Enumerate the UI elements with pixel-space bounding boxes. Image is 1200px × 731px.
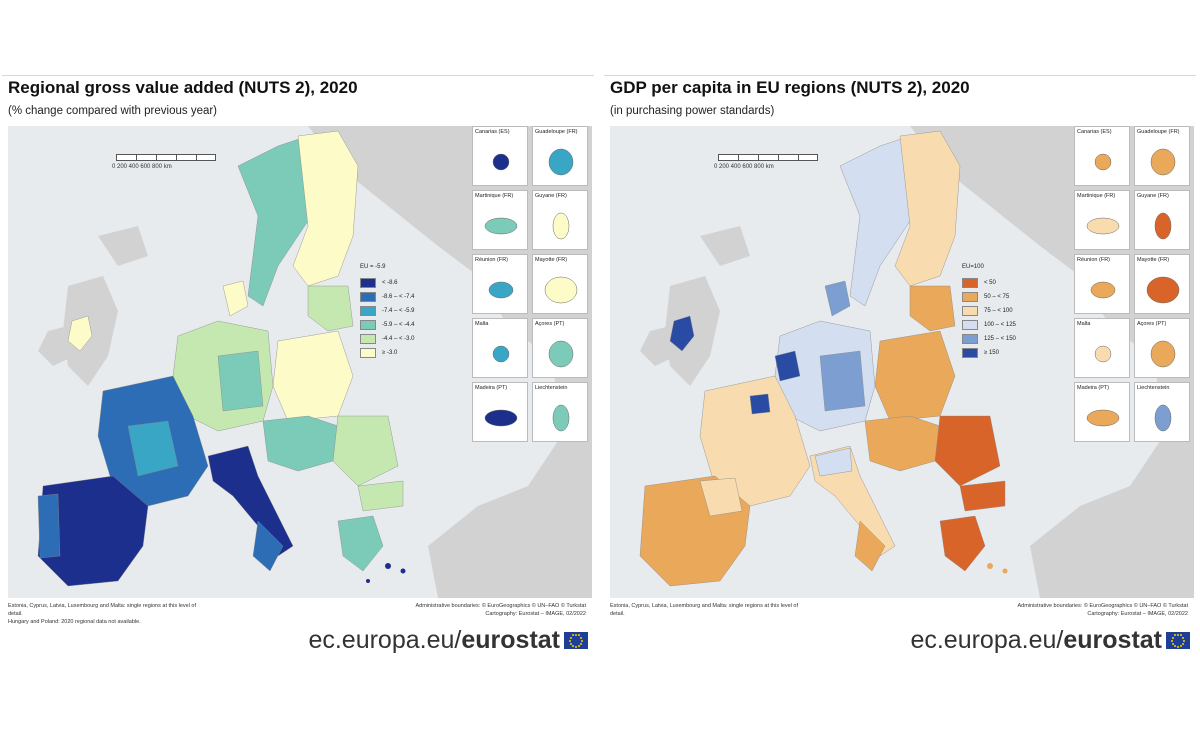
inset-label: Martinique (FR): [475, 193, 514, 199]
inset-map: Réunion (FR): [1074, 254, 1130, 314]
eurostat-brand[interactable]: ec.europa.eu/eurostat: [308, 626, 588, 655]
map-title: GDP per capita in EU regions (NUTS 2), 2…: [610, 78, 970, 97]
scale-bar: 0 200 400 600 800 km: [112, 150, 226, 180]
inset-map: Canarias (ES): [1074, 126, 1130, 186]
gva-map-panel: Regional gross value added (NUTS 2), 202…: [2, 70, 594, 662]
inset-label: Réunion (FR): [1077, 257, 1111, 263]
brand-url: ec.europa.eu/: [308, 626, 462, 654]
legend-item: 50 – < 75: [962, 290, 1042, 304]
legend-swatch: [962, 306, 978, 316]
map-area: 0 200 400 600 800 km EU=100 < 50 50 – < …: [610, 126, 1194, 598]
inset-maps: Canarias (ES) Guadeloupe (FR) Martinique (…: [1074, 126, 1192, 442]
inset-label: Réunion (FR): [475, 257, 509, 263]
footnote: Estonia, Cyprus, Latvia, Luxembourg and …: [8, 603, 197, 625]
legend-item: -5.9 – < -4.4: [360, 318, 440, 332]
inset-map: Liechtenstein: [532, 382, 588, 442]
inset-map: Guadeloupe (FR): [1134, 126, 1190, 186]
map-subtitle: (in purchasing power standards): [610, 105, 775, 117]
legend-swatch: [360, 334, 376, 344]
inset-map: Guadeloupe (FR): [532, 126, 588, 186]
inset-map: Liechtenstein: [1134, 382, 1190, 442]
inset-label: Canarias (ES): [475, 129, 510, 135]
legend-item: < -8.6: [360, 276, 440, 290]
legend-item: ≥ -3.0: [360, 346, 440, 360]
credits: Administrative boundaries: © EuroGeograp…: [415, 603, 586, 617]
inset-label: Açores (PT): [1137, 321, 1167, 327]
inset-map: Madeira (PT): [472, 382, 528, 442]
legend-item: -8.6 – < -7.4: [360, 290, 440, 304]
scale-bar: 0 200 400 600 800 km: [714, 150, 828, 180]
inset-label: Guadeloupe (FR): [535, 129, 578, 135]
inset-label: Liechtenstein: [1137, 385, 1170, 391]
legend-swatch: [962, 320, 978, 330]
legend-item: -4.4 – < -3.0: [360, 332, 440, 346]
gdp-map-panel: GDP per capita in EU regions (NUTS 2), 2…: [604, 70, 1196, 662]
legend-item: -7.4 – < -5.9: [360, 304, 440, 318]
inset-label: Liechtenstein: [535, 385, 568, 391]
legend-title: EU=100: [962, 264, 984, 270]
credits: Administrative boundaries: © EuroGeograp…: [1017, 603, 1188, 617]
legend-item: 125 – < 150: [962, 332, 1042, 346]
inset-label: Malta: [475, 321, 489, 327]
inset-map: Martinique (FR): [472, 190, 528, 250]
inset-label: Mayotte (FR): [535, 257, 568, 263]
map-subtitle: (% change compared with previous year): [8, 105, 218, 117]
legend-item: ≥ 150: [962, 346, 1042, 360]
inset-map: Malta: [472, 318, 528, 378]
inset-label: Canarias (ES): [1077, 129, 1112, 135]
legend-swatch: [360, 278, 376, 288]
map-title: Regional gross value added (NUTS 2), 202…: [8, 78, 358, 97]
inset-label: Guadeloupe (FR): [1137, 129, 1180, 135]
brand-name: eurostat: [461, 626, 560, 654]
inset-map: Malta: [1074, 318, 1130, 378]
inset-map: Madeira (PT): [1074, 382, 1130, 442]
inset-label: Guyane (FR): [535, 193, 567, 199]
inset-map: Canarias (ES): [472, 126, 528, 186]
legend-swatch: [360, 348, 376, 358]
legend-swatch: [962, 348, 978, 358]
legend-title: EU = -5.9: [360, 264, 386, 270]
map-legend: EU = -5.9 < -8.6 -8.6 – < -7.4 -7.4 – < …: [360, 264, 440, 360]
inset-map: Açores (PT): [532, 318, 588, 378]
inset-map: Réunion (FR): [472, 254, 528, 314]
inset-map: Açores (PT): [1134, 318, 1190, 378]
legend-swatch: [962, 278, 978, 288]
divider: [2, 75, 594, 76]
inset-map: Guyane (FR): [532, 190, 588, 250]
inset-map: Martinique (FR): [1074, 190, 1130, 250]
eu-flag-icon: [564, 632, 588, 649]
map-legend: EU=100 < 50 50 – < 75 75 – < 100 100 – <…: [962, 264, 1042, 360]
legend-swatch: [962, 292, 978, 302]
divider: [604, 75, 1196, 76]
legend-item: 100 – < 125: [962, 318, 1042, 332]
map-area: 0 200 400 600 800 km EU = -5.9 < -8.6 -8…: [8, 126, 592, 598]
legend-item: < 50: [962, 276, 1042, 290]
legend-swatch: [962, 334, 978, 344]
footnote: Estonia, Cyprus, Latvia, Luxembourg and …: [610, 603, 799, 617]
inset-map: Guyane (FR): [1134, 190, 1190, 250]
inset-maps: Canarias (ES) Guadeloupe (FR) Martinique (…: [472, 126, 590, 442]
inset-map: Mayotte (FR): [532, 254, 588, 314]
eu-flag-icon: [1166, 632, 1190, 649]
inset-label: Guyane (FR): [1137, 193, 1169, 199]
inset-label: Martinique (FR): [1077, 193, 1116, 199]
inset-label: Mayotte (FR): [1137, 257, 1170, 263]
brand-url: ec.europa.eu/: [910, 626, 1064, 654]
legend-item: 75 – < 100: [962, 304, 1042, 318]
eurostat-brand[interactable]: ec.europa.eu/eurostat: [910, 626, 1190, 655]
inset-map: Mayotte (FR): [1134, 254, 1190, 314]
legend-swatch: [360, 306, 376, 316]
inset-label: Açores (PT): [535, 321, 565, 327]
legend-swatch: [360, 292, 376, 302]
inset-label: Malta: [1077, 321, 1091, 327]
legend-swatch: [360, 320, 376, 330]
inset-label: Madeira (PT): [475, 385, 508, 391]
brand-name: eurostat: [1063, 626, 1162, 654]
inset-label: Madeira (PT): [1077, 385, 1110, 391]
